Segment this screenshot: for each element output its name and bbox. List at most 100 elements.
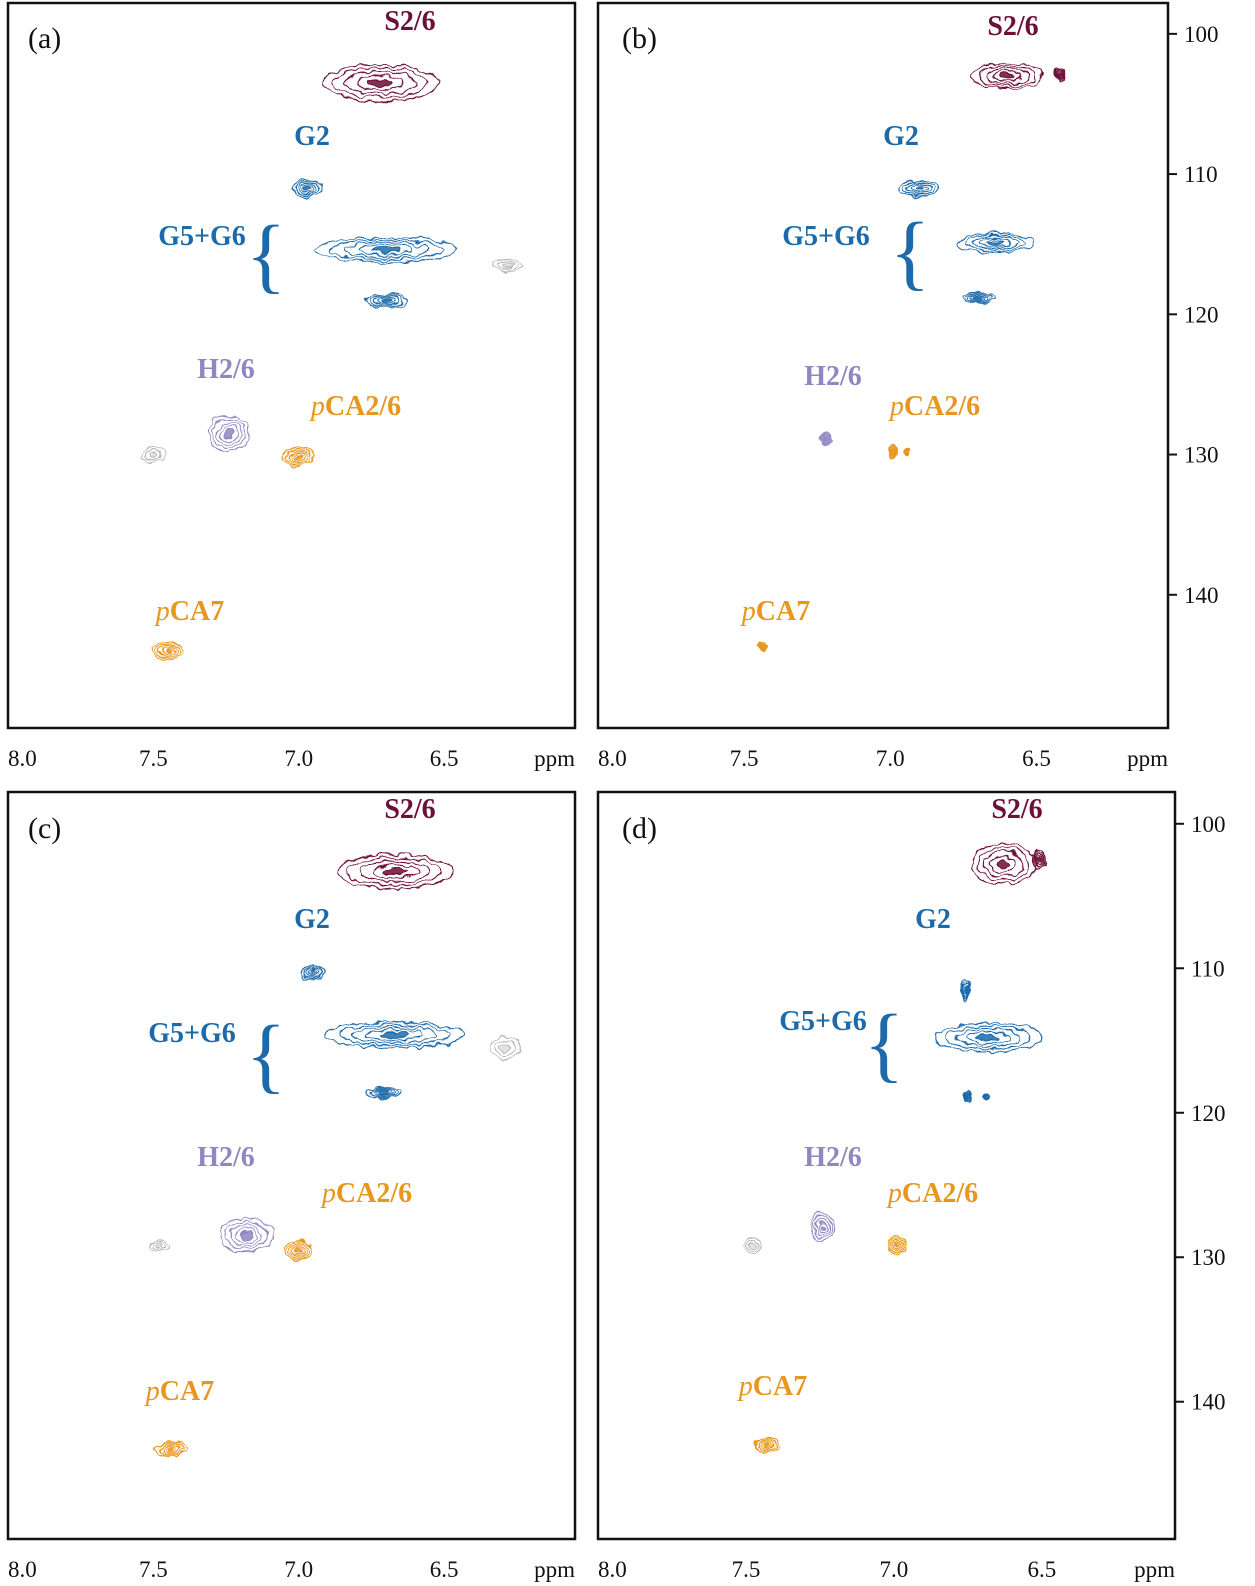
contour-ring — [357, 244, 415, 256]
contour-ring — [212, 418, 246, 449]
peak-label: G2 — [883, 121, 919, 152]
x-tick-label: 6.5 — [430, 1557, 459, 1582]
contour-ring — [956, 232, 1035, 254]
contour-ring — [902, 180, 937, 196]
y-tick-label: 100 — [1184, 22, 1219, 47]
x-axis-unit-label: ppm — [1127, 746, 1168, 771]
contour-ring — [145, 449, 162, 460]
peak-label: H2/6 — [197, 354, 255, 385]
peak-noise — [149, 1240, 169, 1254]
contour-ring — [759, 644, 764, 649]
peak-label: H2/6 — [804, 1142, 862, 1173]
panel-frame — [6, 1, 577, 730]
contour-ring — [329, 239, 443, 261]
y-tick-label: 120 — [1184, 302, 1219, 327]
contour-ring — [817, 1220, 829, 1234]
contour-ring — [996, 859, 1011, 869]
contour-ring — [746, 1240, 758, 1252]
contour-ring — [310, 970, 317, 975]
contour-ring — [901, 447, 909, 456]
peak-label: H2/6 — [197, 1142, 255, 1173]
contour-ring — [369, 294, 403, 307]
contour-ring — [956, 1028, 1022, 1047]
contour-ring — [759, 1440, 775, 1450]
peak-noise — [141, 446, 166, 463]
contour-ring — [965, 1092, 971, 1101]
contour-ring — [208, 414, 250, 453]
contour-ring — [1054, 66, 1065, 83]
contour-ring — [754, 1437, 780, 1453]
contour-ring — [161, 1444, 181, 1455]
contour-ring — [982, 1092, 989, 1101]
contour-ring — [343, 241, 429, 258]
contour-ring — [964, 1091, 972, 1103]
contour-ring — [894, 1243, 900, 1248]
peak-label: pCA2/6 — [888, 391, 980, 422]
contour-ring — [152, 1242, 166, 1252]
peak-g5g6 — [956, 232, 1035, 254]
peak-s26 — [1054, 66, 1065, 83]
contour-ring — [344, 71, 416, 95]
brace-icon: { — [246, 1009, 286, 1102]
contour-ring — [976, 847, 1030, 881]
peak-g2 — [292, 179, 323, 198]
peak-g5g6 — [365, 292, 407, 308]
contour-ring — [1057, 72, 1062, 77]
contour-ring — [336, 853, 454, 890]
panel-frame — [6, 790, 577, 1541]
peak-label: pCA2/6 — [320, 1178, 412, 1209]
contour-ring — [499, 1043, 511, 1053]
contour-ring — [379, 1090, 388, 1095]
peak-g5g6 — [934, 1022, 1043, 1053]
x-axis-unit-label: ppm — [534, 1557, 575, 1582]
contour-ring — [219, 1217, 274, 1254]
contour-ring — [902, 449, 907, 454]
peak-pca26 — [887, 1236, 907, 1255]
contour-ring — [820, 434, 832, 445]
contour-ring — [158, 645, 178, 657]
contour-ring — [305, 967, 321, 978]
contour-ring — [303, 966, 324, 979]
x-tick-label: 6.5 — [1022, 746, 1051, 771]
contour-ring — [301, 964, 326, 981]
contour-ring — [987, 240, 1004, 246]
y-tick-label: 140 — [1184, 583, 1219, 608]
peak-g5g6 — [315, 236, 457, 263]
panel-c: (c) 8.0 7.5 7.0 6.5 ppm {S2/6 G2 G5+G6 H2/6 pCA2/6… — [6, 790, 577, 1582]
brace-icon: { — [246, 209, 286, 302]
contour-ring — [963, 292, 993, 303]
contour-ring — [985, 67, 1029, 85]
contour-ring — [377, 296, 395, 304]
contour-ring — [321, 64, 439, 102]
peak-label: S2/6 — [987, 11, 1038, 42]
peak-g5g6 — [959, 291, 997, 304]
contour-ring — [493, 259, 524, 272]
x-tick-label: 7.0 — [284, 1557, 313, 1582]
peak-pca26 — [283, 448, 314, 467]
contour-ring — [961, 981, 969, 1002]
contour-ring — [283, 448, 314, 467]
y-tick-label: 120 — [1191, 1101, 1226, 1126]
contour-ring — [292, 179, 323, 198]
contour-ring — [224, 429, 234, 438]
peak-g5g6 — [365, 1086, 402, 1099]
contour-ring — [888, 445, 899, 458]
contour-ring — [380, 1031, 410, 1038]
peaks-group — [756, 62, 1065, 653]
peak-label: pCA2/6 — [309, 391, 401, 422]
contour-ring — [748, 1242, 755, 1249]
peak-g2 — [960, 979, 970, 1004]
panel-d: (d) 8.0 7.5 7.0 6.5 ppm 100 110 120 130 140 {S2/6 G2… — [596, 790, 1226, 1582]
panel-tag: (a) — [28, 22, 61, 55]
contour-ring — [324, 1021, 466, 1049]
contour-ring — [914, 185, 925, 191]
contour-ring — [240, 1231, 253, 1240]
contour-ring — [366, 1028, 424, 1041]
contour-ring — [368, 1087, 398, 1098]
contour-ring — [821, 435, 831, 444]
contour-ring — [910, 184, 929, 193]
peak-pca7 — [756, 641, 767, 653]
contour-ring — [141, 446, 166, 463]
contour-ring — [295, 180, 320, 196]
